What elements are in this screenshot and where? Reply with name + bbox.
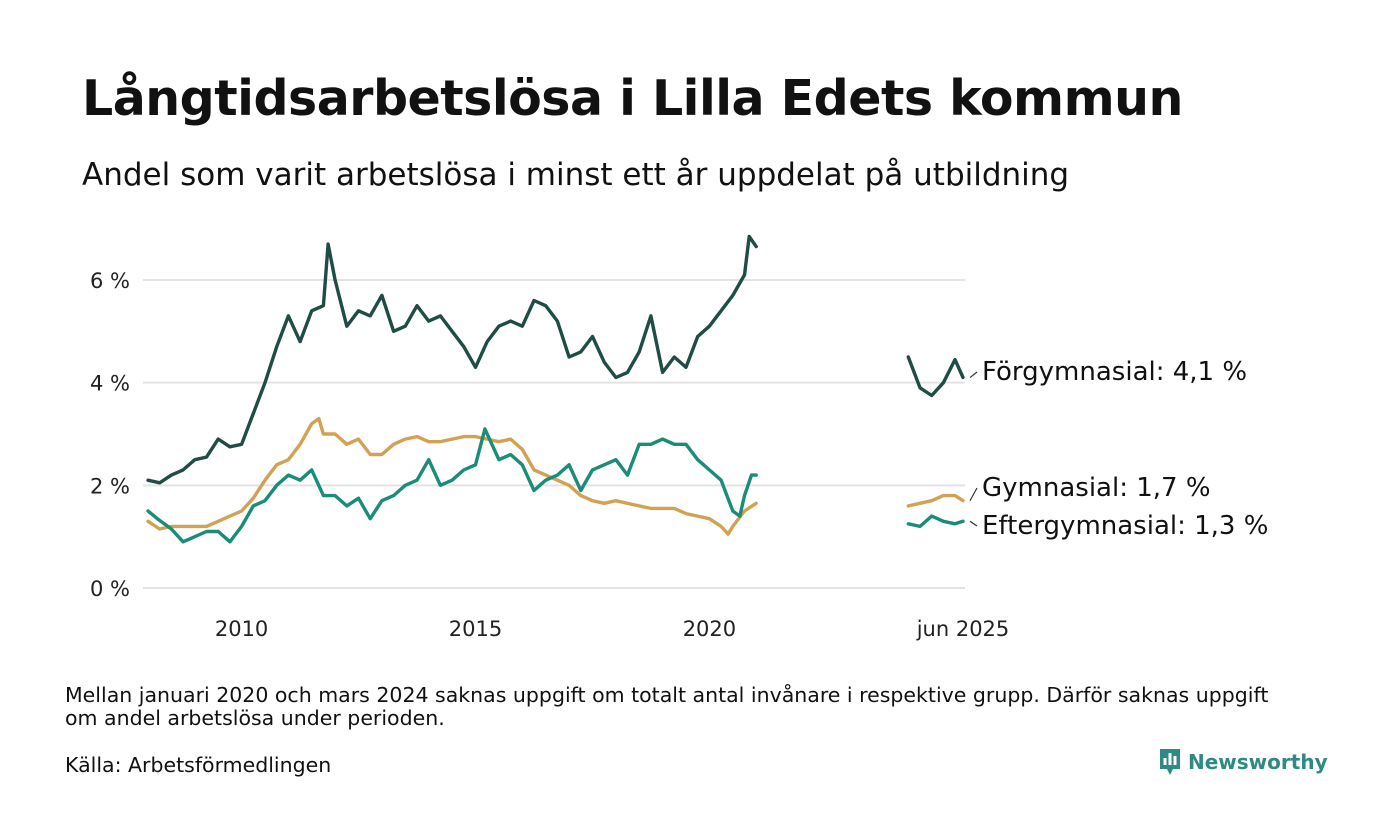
series-line-förgymnasial xyxy=(906,355,965,398)
newsworthy-logo-icon xyxy=(1160,749,1180,775)
series-line-eftergymnasial xyxy=(146,427,758,544)
chart-source: Källa: Arbetsförmedlingen xyxy=(65,753,332,777)
line-chart: 0 % 2 % 4 % 6 % 2010 2015 2020 jun 2025 Förgym… xyxy=(90,234,1268,641)
x-tick-label: jun 2025 xyxy=(916,617,1010,641)
series-line-förgymnasial xyxy=(146,234,758,485)
x-tick-label: 2020 xyxy=(683,617,736,641)
series-line-gymnasial xyxy=(146,416,758,536)
label-leader-line xyxy=(969,371,978,379)
series-end-label: Gymnasial: 1,7 % xyxy=(982,473,1211,503)
label-leader-line xyxy=(969,487,978,502)
chart-title: Långtidsarbetslösa i Lilla Edets kommun xyxy=(82,70,1183,127)
y-tick-label: 4 % xyxy=(90,372,130,396)
x-tick-label: 2010 xyxy=(215,617,268,641)
y-tick-label: 2 % xyxy=(90,474,130,498)
brand-logo: Newsworthy xyxy=(1158,747,1328,777)
y-tick-label: 6 % xyxy=(90,269,130,293)
series-line-eftergymnasial xyxy=(906,514,965,529)
brand-name: Newsworthy xyxy=(1188,750,1328,774)
x-tick-label: 2015 xyxy=(449,617,502,641)
series-end-label: Eftergymnasial: 1,3 % xyxy=(982,511,1268,541)
y-tick-label: 0 % xyxy=(90,577,130,601)
series-end-label: Förgymnasial: 4,1 % xyxy=(982,357,1247,387)
series-line-gymnasial xyxy=(906,493,965,508)
chart-subtitle: Andel som varit arbetslösa i minst ett å… xyxy=(82,157,1070,193)
chart-footnote: Mellan januari 2020 och mars 2024 saknas… xyxy=(65,683,1269,730)
label-leader-line xyxy=(969,520,978,527)
